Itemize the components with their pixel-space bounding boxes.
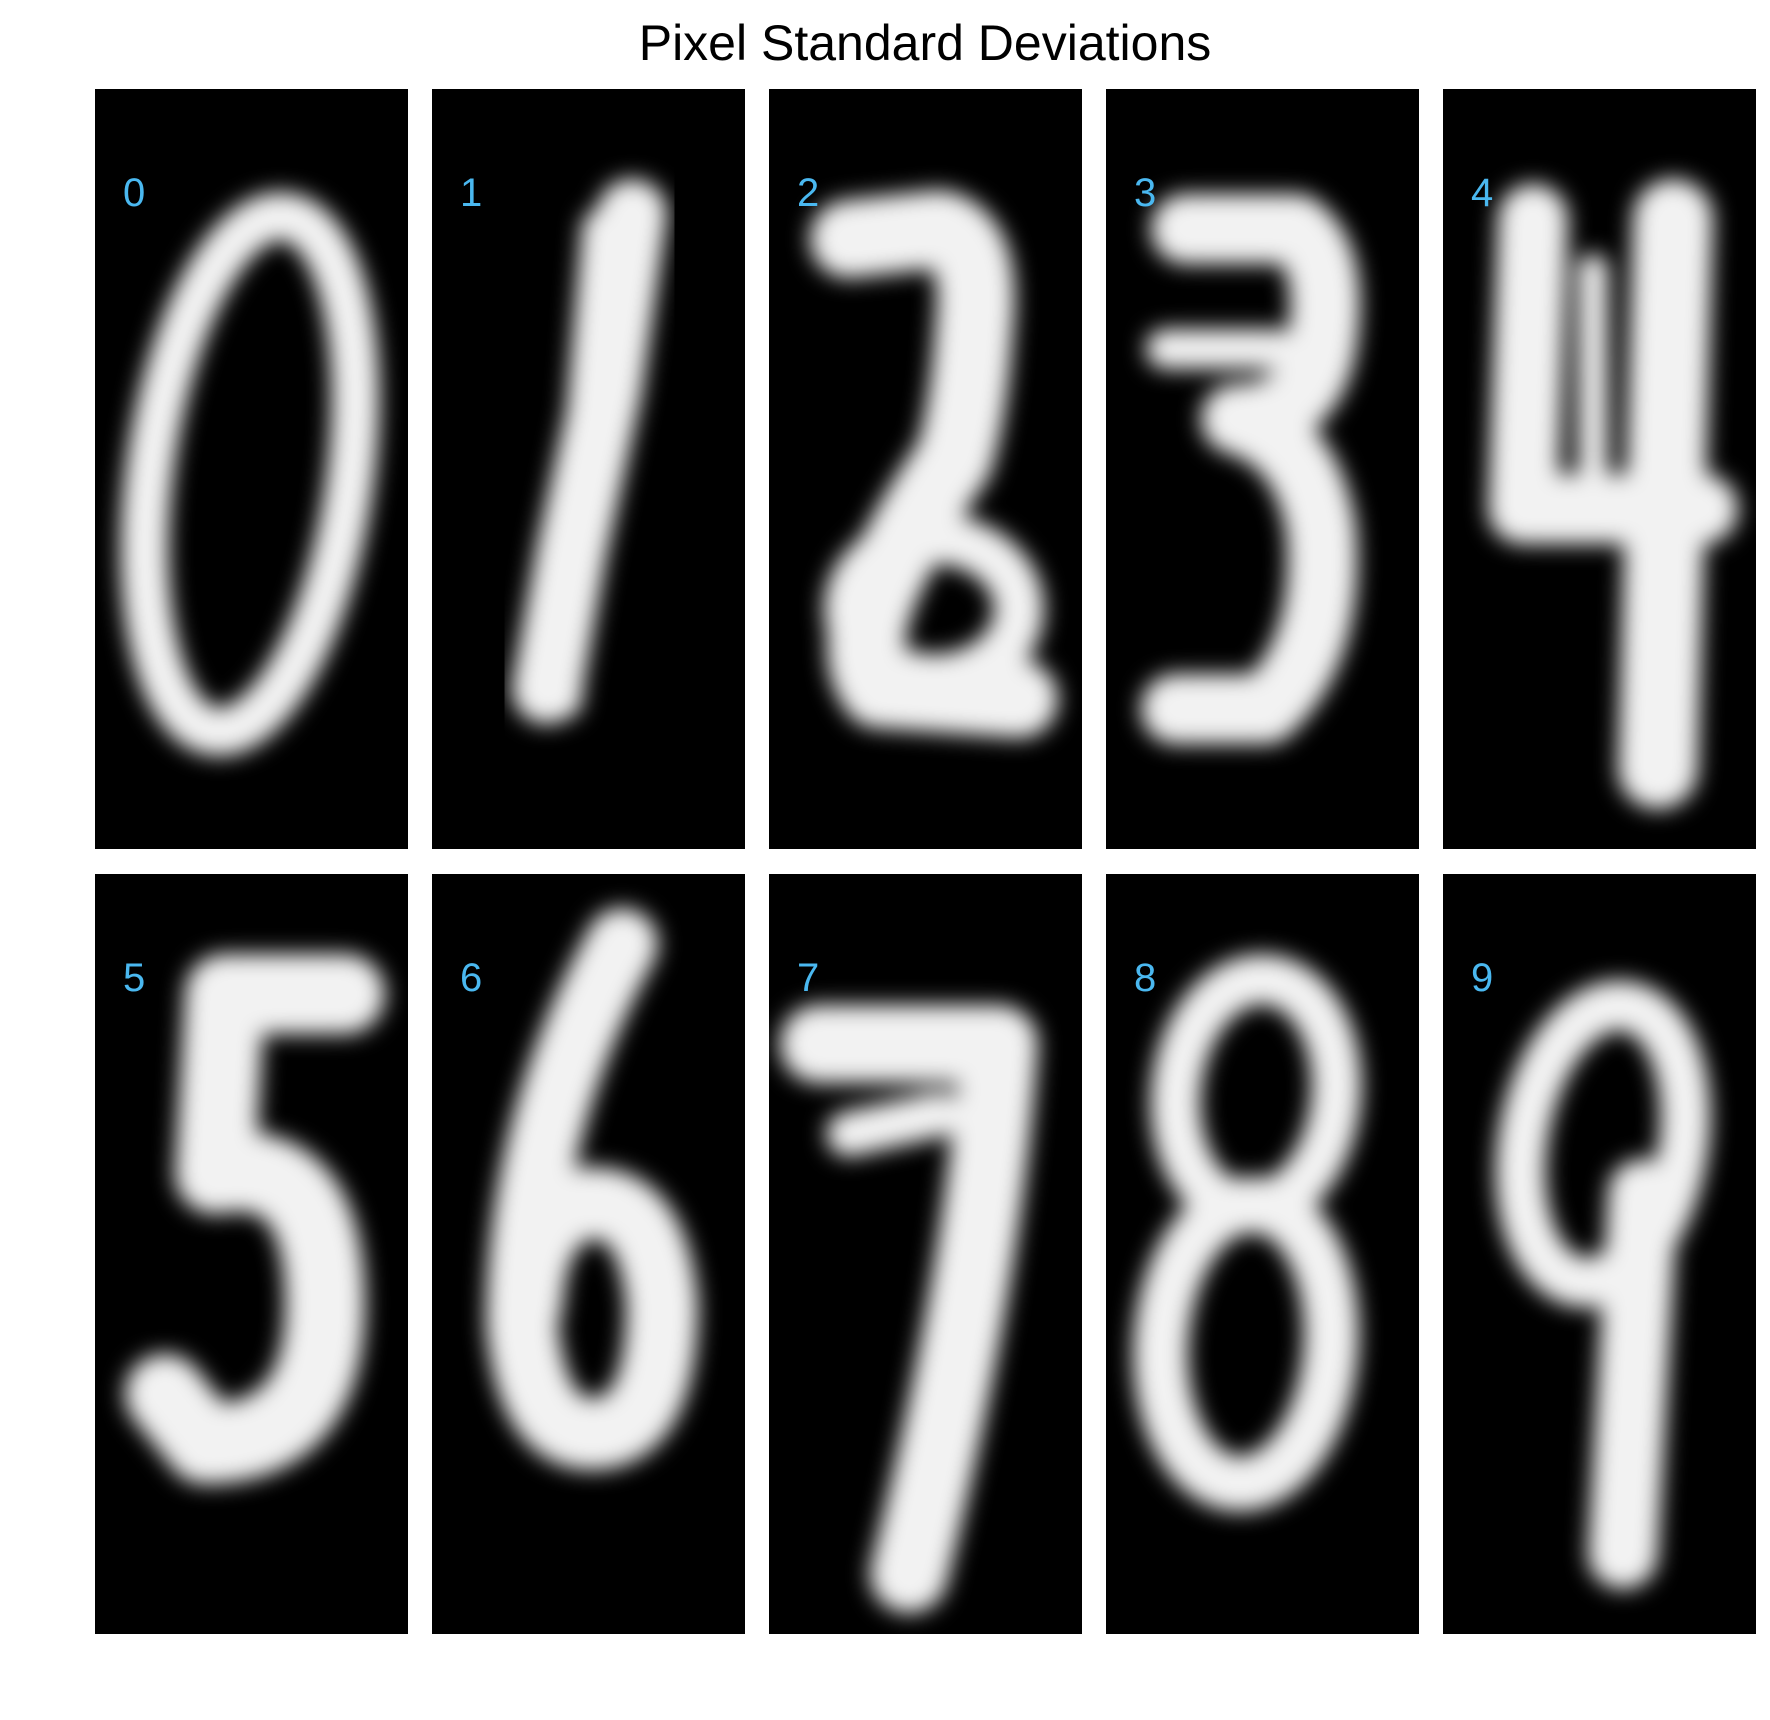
digit-label-5: 5 [123,956,146,1000]
digit-panel-9: 9 [1443,874,1756,1634]
digit-stroke-9-0 [1495,980,1711,1308]
digit-label-9: 9 [1471,956,1494,1000]
digit-image-5 [125,954,385,1484]
digit-panel-8: 8 [1106,874,1419,1634]
digit-stroke-8-1 [1133,1176,1359,1512]
digit-panel-7: 7 [769,874,1082,1634]
digit-label-0: 0 [123,171,146,215]
digit-label-7: 7 [797,956,820,1000]
digit-image-9 [1495,980,1711,1589]
digit-panel-0: 0 [95,89,408,849]
digit-stroke-1-1 [542,209,622,719]
digit-image-3 [1141,194,1361,744]
digit-panel-2: 2 [769,89,1082,849]
digit-label-8: 8 [1134,956,1157,1000]
digit-stroke-0-0 [120,192,380,756]
chart-title: Pixel Standard Deviations [638,15,1212,71]
digit-stroke-5-0 [125,954,385,1484]
digit-panel-4: 4 [1443,89,1756,849]
digit-stroke-7-1 [826,1091,962,1157]
digit-panel-3: 3 [1106,89,1419,849]
digit-label-3: 3 [1134,171,1157,215]
digit-image-2 [810,190,1058,738]
digit-image-8 [1133,954,1362,1512]
digit-image-6 [486,908,698,1470]
digit-panel-5: 5 [95,874,408,1634]
digit-label-6: 6 [460,956,483,1000]
digit-stroke-7-0 [780,1005,1038,1613]
digit-image-7 [780,1005,1038,1613]
digit-stroke-9-1 [1588,1159,1678,1589]
digit-label-4: 4 [1471,171,1494,215]
digit-label-1: 1 [460,171,483,215]
digit-panel-1: 1 [432,89,745,849]
digit-label-2: 2 [797,171,820,215]
digit-stroke-4-1 [1618,179,1713,809]
digit-image-0 [120,192,380,756]
digit-image-1 [512,179,667,724]
digit-panel-6: 6 [432,874,745,1634]
digit-stroke-6-0 [486,908,698,1470]
digit-stroke-2-1 [824,514,1044,704]
digit-stroke-3-0 [1141,194,1361,744]
digit-image-4 [1488,179,1738,809]
